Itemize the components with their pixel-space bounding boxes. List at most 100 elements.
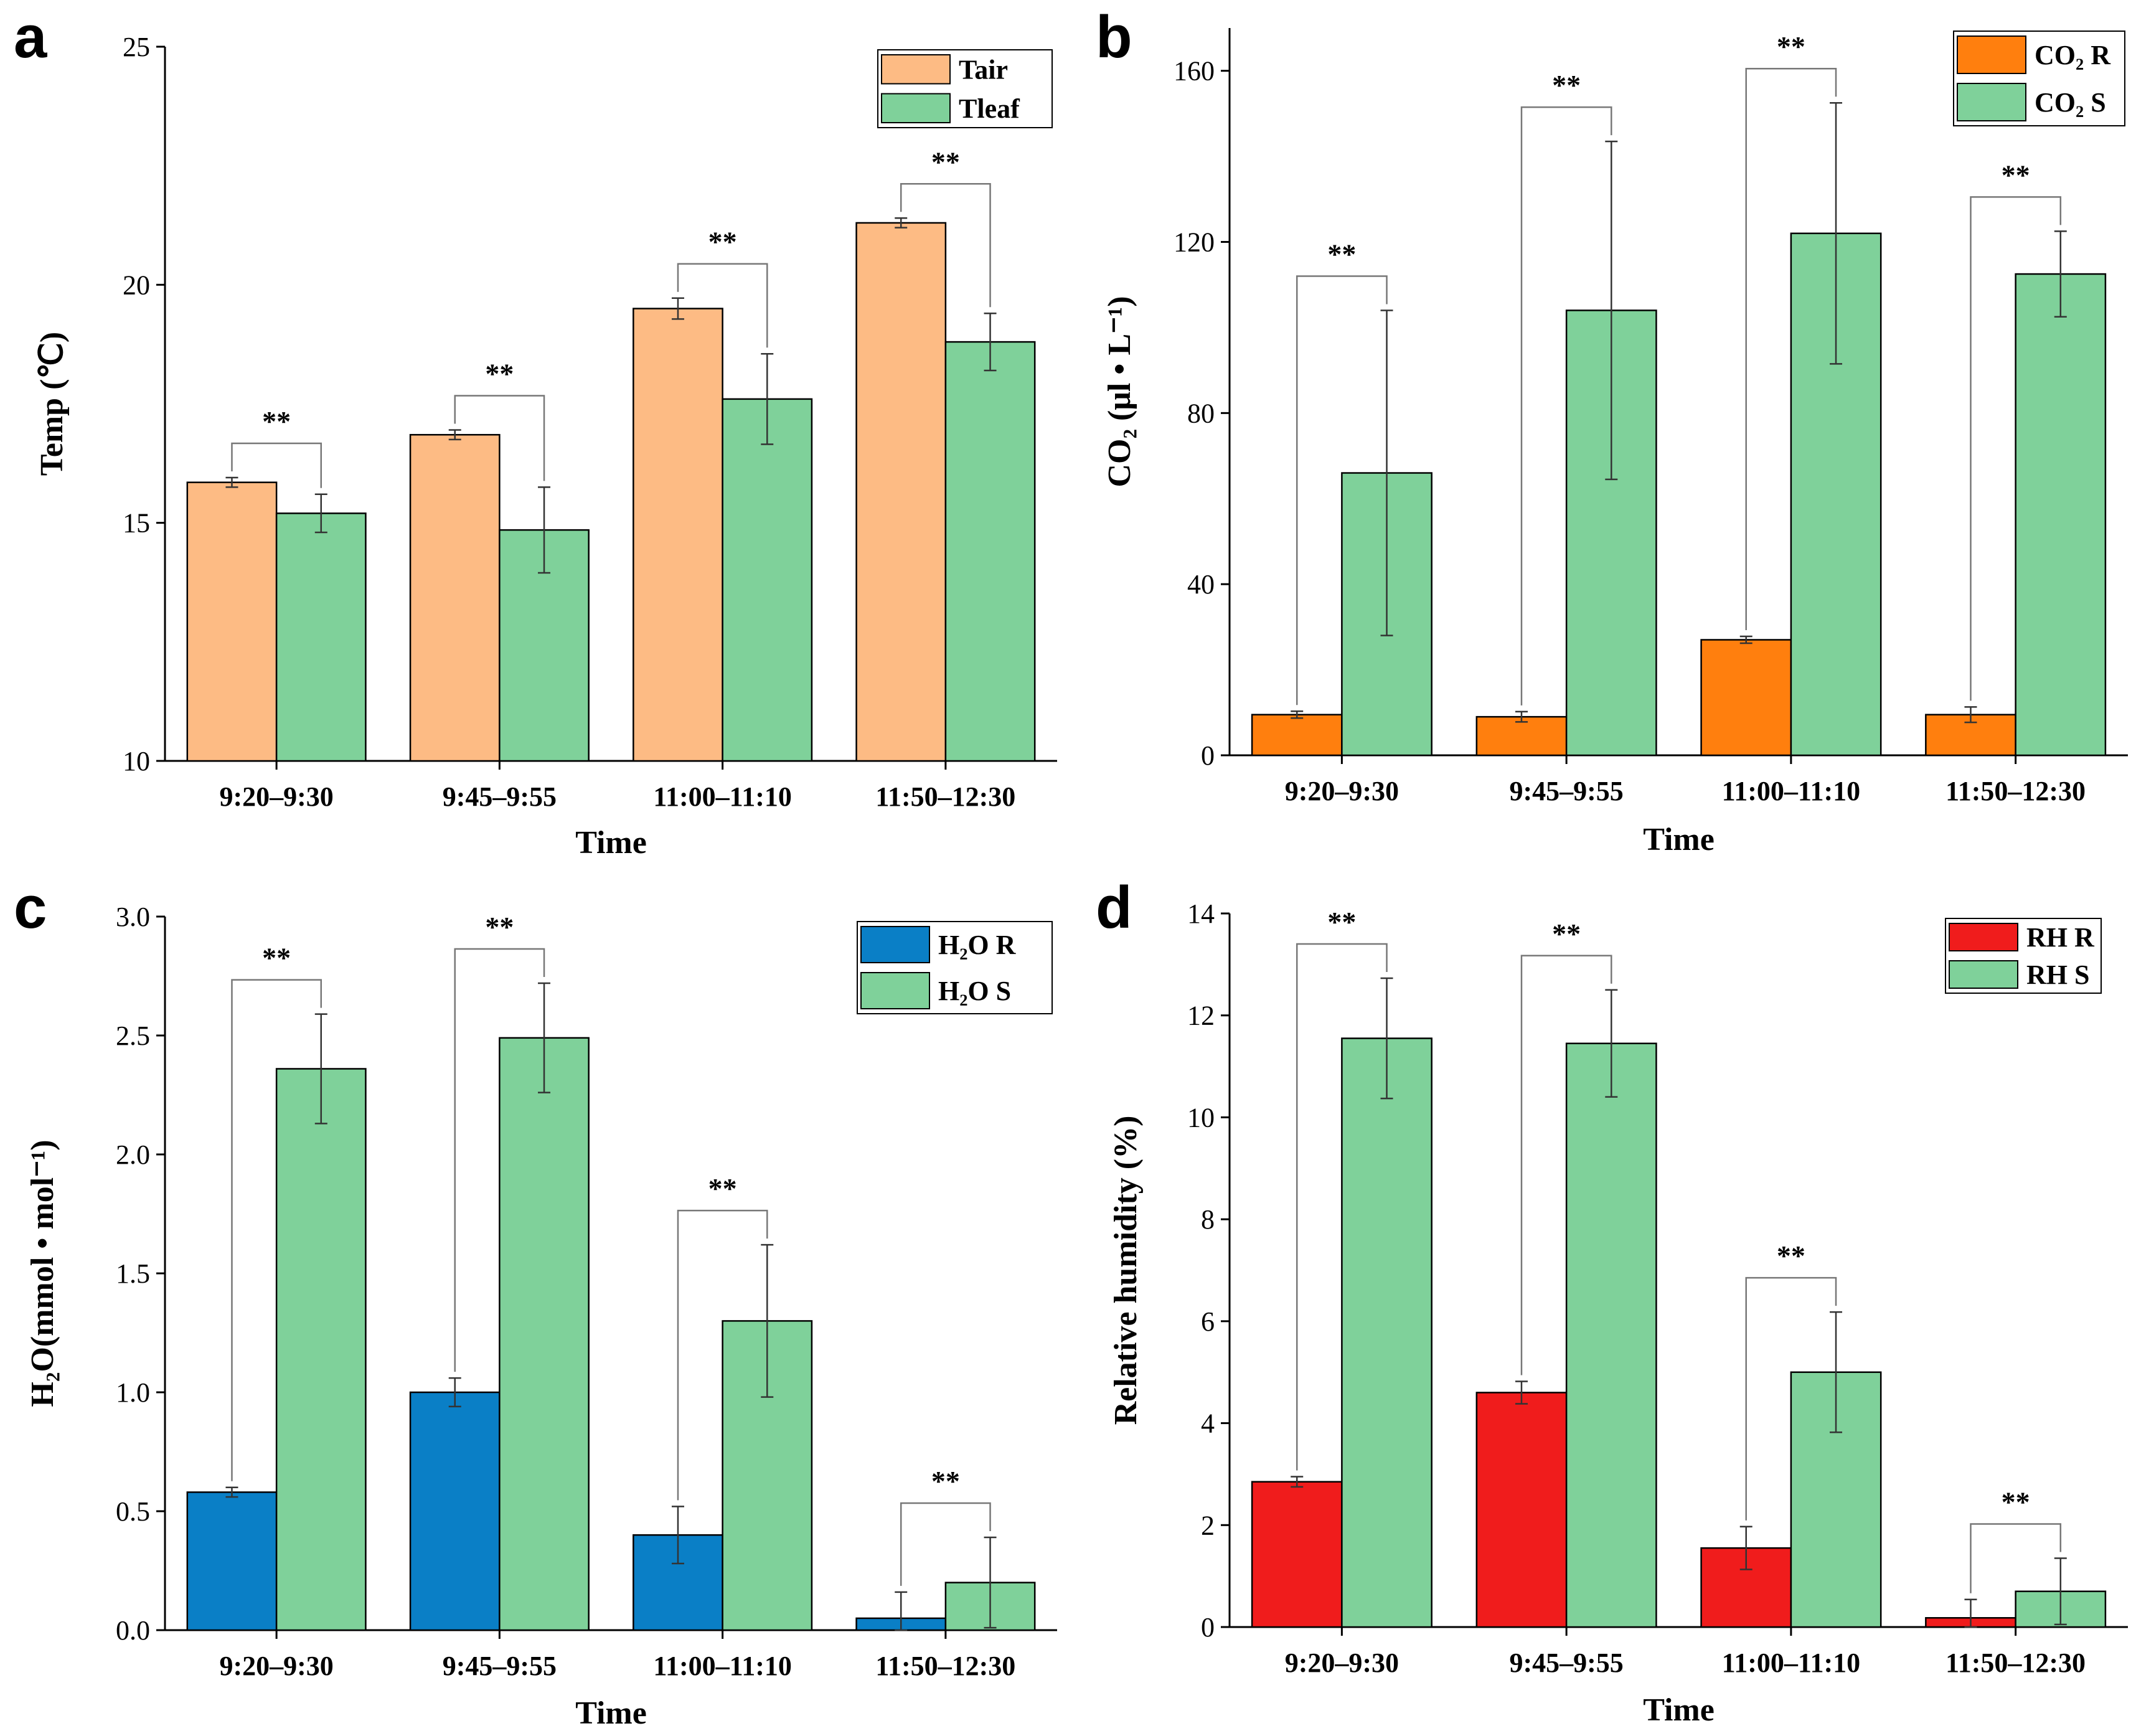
bar-r	[186, 481, 278, 762]
significance-bracket	[900, 1502, 991, 1586]
legend-label: Tleaf	[959, 93, 1020, 124]
y-tick-label: 4	[1201, 1408, 1215, 1439]
y-tick-label: 1.0	[116, 1377, 150, 1408]
y-tick-label: 0.0	[116, 1615, 150, 1646]
significance-bracket	[454, 395, 545, 481]
x-axis-label: Time	[1643, 1692, 1715, 1728]
legend-swatch	[881, 93, 951, 123]
bar-r	[1251, 714, 1343, 757]
y-axis-label: CO₂ (μl • L⁻¹)	[1102, 296, 1137, 487]
significance-bracket	[1296, 943, 1388, 1471]
significance-bracket	[454, 948, 545, 1372]
x-tick-label: 9:45–9:55	[1509, 776, 1623, 806]
significance-label: **	[1777, 1240, 1805, 1271]
y-axis-label: Temp (℃)	[34, 332, 70, 476]
x-tick-label: 11:50–12:30	[875, 781, 1015, 812]
x-tick-label: 11:00–11:10	[653, 1651, 791, 1681]
x-tick-label: 9:45–9:55	[443, 1651, 557, 1681]
bar-s	[275, 1068, 367, 1631]
significance-bracket	[231, 442, 322, 488]
legend-swatch	[1957, 83, 2026, 121]
significance-bracket	[1520, 106, 1612, 705]
x-tick-label: 11:00–11:10	[1722, 776, 1860, 806]
x-tick-label: 9:20–9:30	[1285, 776, 1399, 806]
x-axis-label: Time	[575, 825, 647, 861]
legend: Tair Tleaf	[877, 49, 1053, 128]
chart-panel-b: b 0 40 80 120 160 ** 9:20–9:30 ** 9:45–9:55 ** 11:0…	[1096, 4, 2128, 857]
chart-panel-c: c 0.0 0.5 1.0 1.5 2.0 2.5 3.0 ** 9:20–9:30 ** 9:45–…	[14, 874, 1057, 1731]
significance-label: **	[2002, 1486, 2030, 1517]
panel-letter: b	[1096, 4, 1132, 70]
legend-swatch	[1957, 35, 2026, 74]
y-tick-label: 2.0	[116, 1139, 150, 1170]
significance-bracket	[1745, 67, 1837, 630]
chart-panel-d: d 0 2 4 6 8 10 12 14 ** 9:20–9:30 ** 9:45–9:55 ** 11:0…	[1096, 874, 2128, 1728]
bar-s	[275, 512, 367, 762]
bar-r	[409, 433, 501, 762]
significance-bracket	[1970, 196, 2062, 701]
x-tick-label: 9:20–9:30	[1285, 1648, 1399, 1678]
bar-s	[1565, 1042, 1657, 1628]
legend: CO₂ R CO₂ S	[1953, 31, 2125, 126]
bar-s	[1341, 1037, 1433, 1628]
legend-swatch	[881, 54, 951, 85]
bar-r	[855, 222, 947, 762]
significance-label: **	[1327, 238, 1356, 270]
x-tick-label: 11:00–11:10	[653, 781, 791, 812]
y-tick-label: 0.5	[116, 1496, 150, 1527]
bar-r	[1475, 715, 1568, 757]
legend-swatch	[860, 926, 930, 963]
legend: RH R RH S	[1945, 918, 2102, 994]
significance-label: **	[485, 911, 514, 943]
bar-r	[633, 308, 723, 762]
significance-label: **	[1327, 906, 1356, 938]
significance-label: **	[1777, 31, 1805, 62]
x-axis-label: Time	[1643, 822, 1715, 857]
x-tick-label: 9:45–9:55	[443, 781, 557, 812]
significance-label: **	[931, 146, 960, 177]
x-tick-label: 11:50–12:30	[1945, 776, 2086, 806]
bar-r	[1700, 639, 1792, 757]
bar-r	[1251, 1481, 1343, 1628]
legend-swatch	[1949, 960, 2018, 989]
panel-letter: d	[1096, 874, 1132, 941]
x-axis-label: Time	[575, 1696, 647, 1731]
panel-letter: c	[14, 874, 47, 941]
y-tick-label: 80	[1187, 398, 1215, 428]
significance-label: **	[262, 942, 291, 974]
y-tick-label: 2	[1201, 1510, 1215, 1540]
x-tick-label: 11:50–12:30	[1945, 1648, 2086, 1678]
bar-r	[409, 1391, 501, 1631]
significance-bracket	[900, 183, 991, 308]
y-tick-label: 8	[1201, 1204, 1215, 1235]
bar-s	[2015, 273, 2107, 757]
significance-label: **	[2002, 159, 2030, 191]
panel-letter: a	[14, 4, 47, 70]
bar-s	[722, 398, 813, 762]
x-tick-label: 9:45–9:55	[1509, 1648, 1623, 1678]
legend-swatch	[1949, 923, 2018, 951]
significance-label: **	[931, 1465, 960, 1497]
y-tick-label: 120	[1174, 227, 1215, 258]
x-tick-label: 9:20–9:30	[219, 781, 333, 812]
y-tick-label: 2.5	[116, 1021, 150, 1051]
bar-s	[944, 341, 1036, 762]
significance-bracket	[1296, 275, 1388, 705]
y-tick-label: 10	[1187, 1102, 1215, 1133]
significance-bracket	[231, 979, 322, 1481]
legend-label: H₂O S	[938, 976, 1011, 1006]
significance-label: **	[485, 358, 514, 390]
significance-label: **	[708, 226, 737, 258]
significance-bracket	[677, 263, 768, 348]
y-tick-label: 15	[123, 508, 150, 539]
legend-label: CO₂ S	[2035, 87, 2106, 118]
x-tick-label: 9:20–9:30	[219, 1651, 333, 1681]
significance-bracket	[1970, 1523, 2062, 1593]
y-axis-label: H₂O(mmol • mol⁻¹)	[25, 1139, 60, 1407]
significance-bracket	[677, 1209, 768, 1501]
legend-label: H₂O R	[938, 930, 1017, 960]
legend-label: RH R	[2026, 922, 2095, 953]
y-tick-label: 12	[1187, 1001, 1215, 1031]
significance-label: **	[1552, 918, 1581, 950]
x-tick-label: 11:50–12:30	[875, 1651, 1015, 1681]
